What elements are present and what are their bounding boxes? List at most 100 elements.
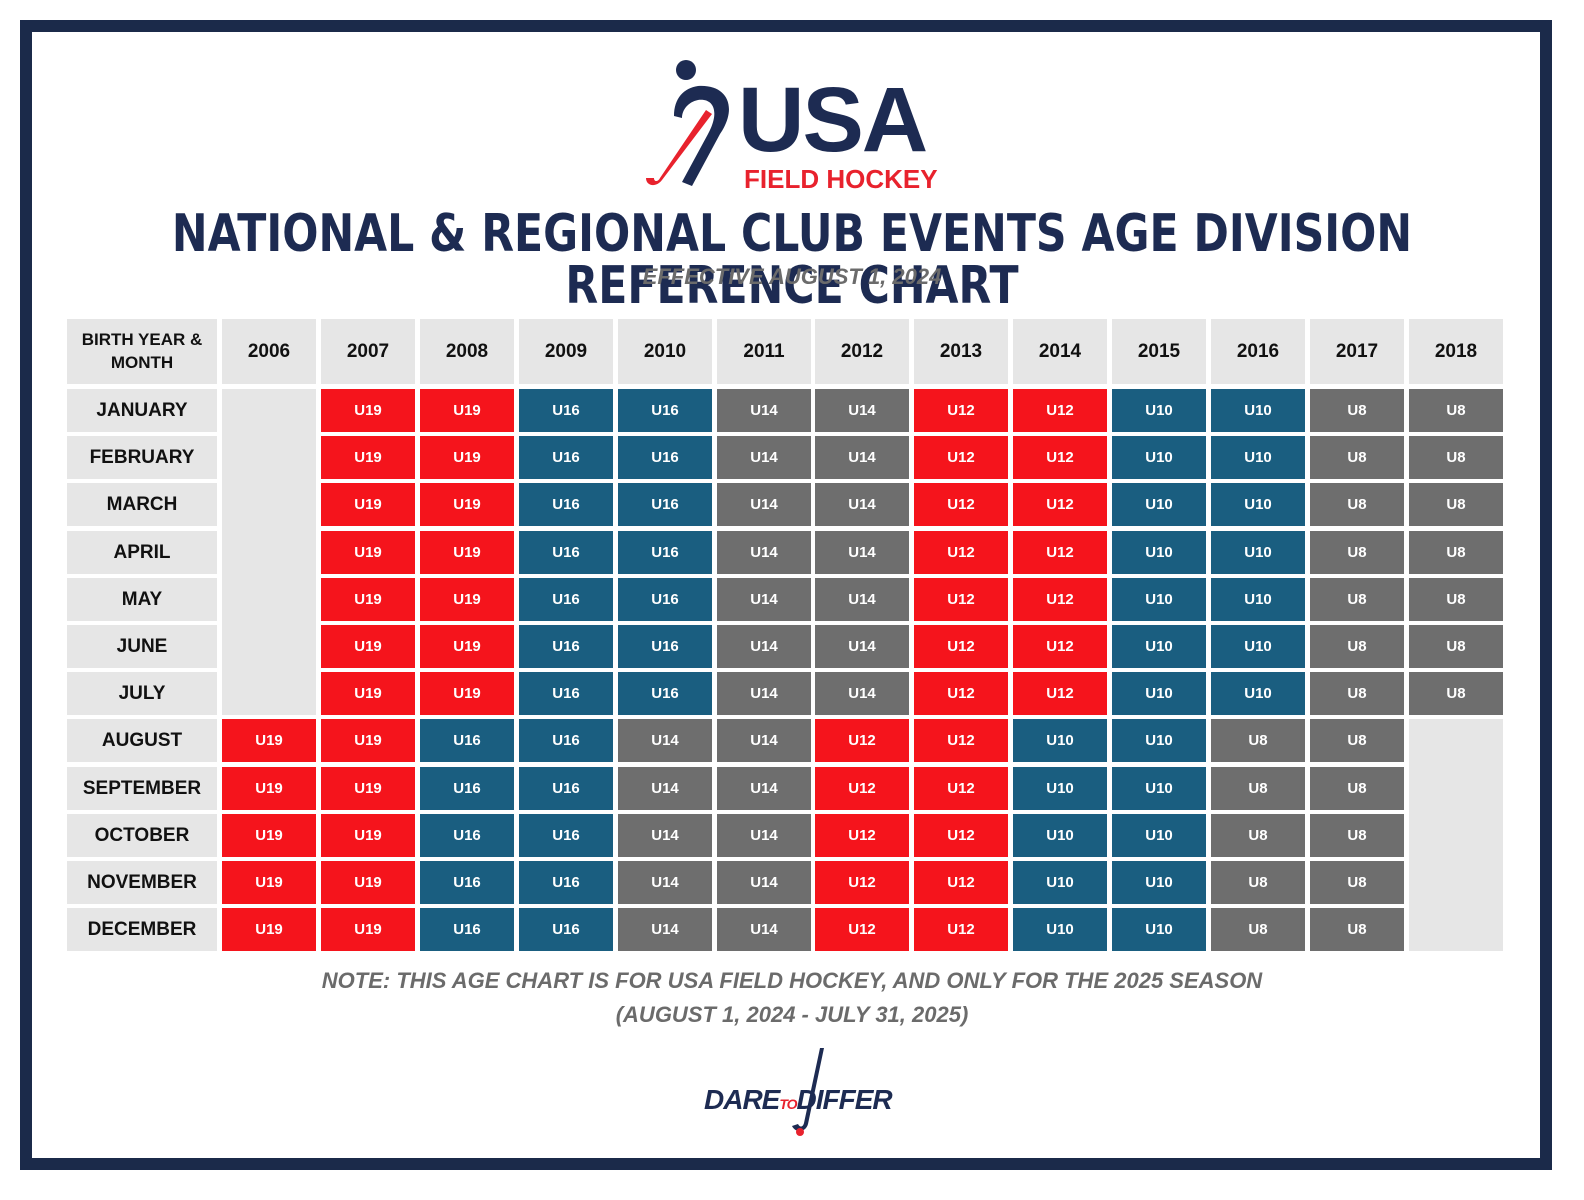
division-cell: U16 — [519, 908, 613, 951]
division-cell: U12 — [1013, 436, 1107, 479]
division-cell: U12 — [914, 908, 1008, 951]
year-header: 2012 — [815, 319, 909, 384]
division-cell: U14 — [717, 625, 811, 668]
division-cell: U12 — [914, 578, 1008, 621]
division-cell: U10 — [1211, 625, 1305, 668]
month-label: SEPTEMBER — [67, 767, 217, 810]
division-cell: U10 — [1112, 814, 1206, 857]
page-subtitle: EFFECTIVE AUGUST 1, 2024 — [642, 264, 942, 289]
division-cell: U16 — [519, 861, 613, 904]
corner-header-line-2: MONTH — [110, 352, 174, 372]
division-cell: U19 — [420, 672, 514, 715]
division-cell: U19 — [420, 483, 514, 526]
division-cell: U10 — [1112, 389, 1206, 432]
division-cell: U8 — [1409, 672, 1503, 715]
usa-field-hockey-logo: USA FIELD HOCKEY — [640, 58, 940, 200]
empty-block-2006 — [222, 389, 316, 715]
division-cell: U16 — [519, 389, 613, 432]
division-cell: U10 — [1211, 389, 1305, 432]
division-cell: U10 — [1013, 908, 1107, 951]
division-cell: U19 — [222, 908, 316, 951]
division-cell: U12 — [914, 672, 1008, 715]
page-title: NATIONAL & REGIONAL CLUB EVENTS AGE DIVI… — [171, 204, 1413, 316]
division-cell: U19 — [321, 672, 415, 715]
note-line-1: NOTE: THIS AGE CHART IS FOR USA FIELD HO… — [321, 968, 1263, 993]
division-cell: U8 — [1409, 625, 1503, 668]
division-cell: U16 — [519, 719, 613, 762]
division-cell: U14 — [717, 436, 811, 479]
division-cell: U8 — [1310, 861, 1404, 904]
division-cell: U19 — [420, 436, 514, 479]
division-cell: U16 — [618, 531, 712, 574]
month-label: FEBRUARY — [67, 436, 217, 479]
division-cell: U14 — [618, 814, 712, 857]
division-cell: U14 — [717, 719, 811, 762]
division-cell: U8 — [1211, 767, 1305, 810]
year-header: 2008 — [420, 319, 514, 384]
division-cell: U16 — [519, 625, 613, 668]
division-cell: U10 — [1211, 578, 1305, 621]
division-cell: U19 — [321, 908, 415, 951]
division-cell: U14 — [815, 436, 909, 479]
division-cell: U12 — [914, 389, 1008, 432]
division-cell: U14 — [717, 389, 811, 432]
division-cell: U12 — [815, 767, 909, 810]
division-cell: U19 — [321, 814, 415, 857]
month-label: DECEMBER — [67, 908, 217, 951]
division-cell: U14 — [717, 908, 811, 951]
division-cell: U14 — [815, 625, 909, 668]
division-cell: U16 — [618, 672, 712, 715]
year-header: 2018 — [1409, 319, 1503, 384]
year-header: 2009 — [519, 319, 613, 384]
corner-header-line-1: BIRTH YEAR & — [81, 329, 203, 349]
division-cell: U8 — [1310, 389, 1404, 432]
division-cell: U14 — [717, 767, 811, 810]
month-label: APRIL — [67, 531, 217, 574]
division-cell: U14 — [717, 578, 811, 621]
division-cell: U19 — [321, 483, 415, 526]
division-cell: U16 — [420, 719, 514, 762]
division-cell: U16 — [420, 814, 514, 857]
month-label: MARCH — [67, 483, 217, 526]
division-cell: U10 — [1112, 436, 1206, 479]
division-cell: U14 — [717, 672, 811, 715]
note-line-2: (AUGUST 1, 2024 - JULY 31, 2025) — [615, 1002, 969, 1027]
division-cell: U19 — [321, 578, 415, 621]
division-cell: U10 — [1211, 436, 1305, 479]
division-cell: U16 — [618, 625, 712, 668]
division-cell: U10 — [1112, 719, 1206, 762]
division-cell: U19 — [420, 578, 514, 621]
division-cell: U16 — [618, 436, 712, 479]
division-cell: U8 — [1310, 672, 1404, 715]
dare-to-differ-text: DARETODIFFER — [704, 1084, 893, 1115]
division-cell: U14 — [815, 483, 909, 526]
division-cell: U8 — [1310, 625, 1404, 668]
division-cell: U8 — [1310, 908, 1404, 951]
division-cell: U16 — [618, 578, 712, 621]
dare-to-differ-logo: DARETODIFFER — [700, 1046, 893, 1138]
division-cell: U12 — [1013, 531, 1107, 574]
year-header: 2007 — [321, 319, 415, 384]
differ-word: DIFFER — [796, 1084, 893, 1115]
division-cell: U12 — [914, 767, 1008, 810]
division-cell: U14 — [815, 389, 909, 432]
division-cell: U14 — [815, 531, 909, 574]
year-header: 2016 — [1211, 319, 1305, 384]
division-cell: U19 — [321, 389, 415, 432]
division-cell: U10 — [1211, 483, 1305, 526]
division-cell: U16 — [519, 483, 613, 526]
division-cell: U19 — [420, 531, 514, 574]
division-cell: U10 — [1211, 672, 1305, 715]
month-label: JULY — [67, 672, 217, 715]
division-cell: U14 — [618, 719, 712, 762]
division-cell: U19 — [321, 719, 415, 762]
logo-usa-text: USA — [738, 69, 928, 171]
division-cell: U16 — [519, 814, 613, 857]
division-cell: U19 — [222, 861, 316, 904]
division-cell: U12 — [1013, 483, 1107, 526]
division-cell: U14 — [717, 861, 811, 904]
year-header: 2015 — [1112, 319, 1206, 384]
dare-word: DARE — [704, 1084, 780, 1115]
division-cell: U19 — [420, 389, 514, 432]
division-cell: U16 — [618, 389, 712, 432]
